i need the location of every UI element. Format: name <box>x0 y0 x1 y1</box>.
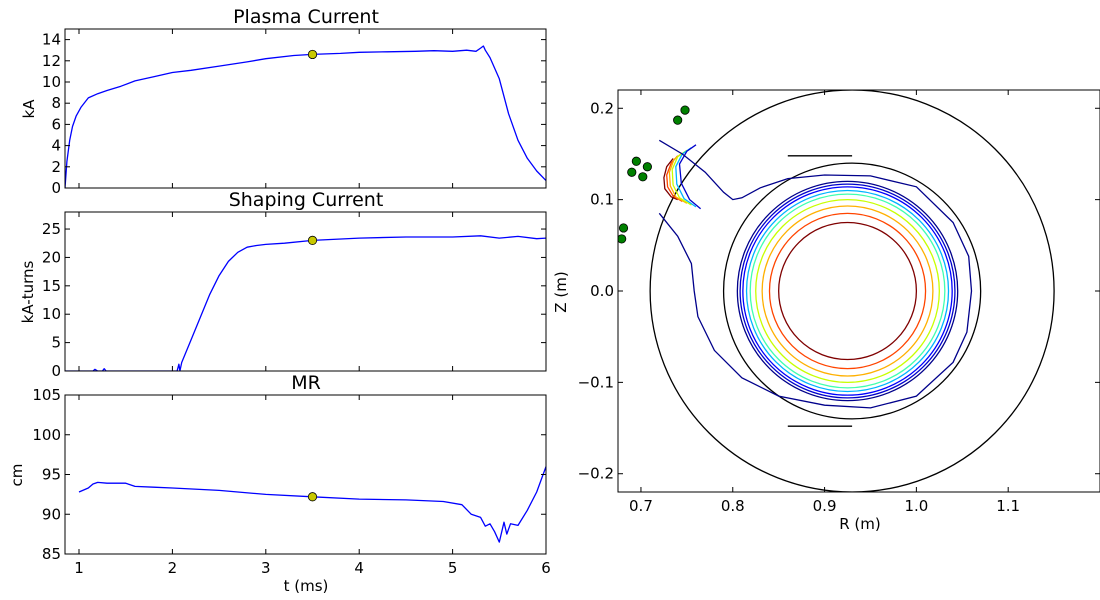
y-tick-label: 90 <box>42 505 61 523</box>
series-line <box>65 45 546 188</box>
flux-surface <box>761 205 934 377</box>
x-tick-label: 1.1 <box>996 497 1020 515</box>
mr-title: MR <box>291 372 321 394</box>
y-tick-label: 0.0 <box>590 282 614 300</box>
y-tick-label: 8 <box>51 94 61 112</box>
series-line <box>78 466 546 543</box>
x-tick-label: 0.8 <box>721 497 745 515</box>
flux-contour <box>663 158 678 201</box>
equilibrium-plot: R (m) Z (m) 0.7 0.8 0.9 1.0 1.1 −0.2 −0.1 0.0 0.… <box>552 89 1100 533</box>
y-tick-label: 25 <box>42 220 61 238</box>
axes-frame <box>64 28 547 189</box>
y-tick-label: 10 <box>42 305 61 323</box>
y-tick-label: 10 <box>42 73 61 91</box>
time-marker <box>307 235 318 245</box>
y-tick-label: 15 <box>42 277 61 295</box>
x-tick-label: 0.9 <box>813 497 837 515</box>
vessel-boundary <box>722 162 982 420</box>
plot-area <box>65 235 546 371</box>
x-tick-label: 1 <box>74 559 84 577</box>
flux-surface <box>749 193 946 389</box>
axes-frame <box>64 394 547 555</box>
mr-ylabel: cm <box>8 464 26 487</box>
flux-surface <box>742 186 953 396</box>
flux-contour <box>675 147 697 208</box>
flux-surface <box>755 198 940 384</box>
shaping-current-ylabel: kA-turns <box>19 260 37 323</box>
flux-contour <box>678 144 702 210</box>
y-tick-label: 0 <box>51 179 61 197</box>
coil-point <box>618 223 629 233</box>
flux-surface <box>739 183 956 399</box>
x-tick-label: 6 <box>541 559 551 577</box>
y-tick-label: −0.1 <box>578 373 614 391</box>
shaping-current-plot: Shaping Current kA-turns 0 5 10 15 20 25 <box>19 189 547 380</box>
y-tick-label: 6 <box>51 115 61 133</box>
plasma-current-plot: Plasma Current kA 0 2 4 6 8 10 12 14 <box>20 6 547 197</box>
flux-contour <box>671 149 692 206</box>
plasma-current-ylabel: kA <box>20 99 38 119</box>
y-tick-label: 0.1 <box>590 191 614 209</box>
y-tick-label: 85 <box>42 545 61 563</box>
time-marker <box>307 49 318 60</box>
flux-surface <box>745 189 950 393</box>
flux-surface <box>736 180 959 402</box>
flux-surface <box>768 212 927 370</box>
plot-area <box>65 45 546 188</box>
y-tick-label: 0.2 <box>590 99 614 117</box>
y-tick-label: −0.2 <box>578 465 614 483</box>
series-line <box>65 235 546 371</box>
x-tick-label: 1.0 <box>904 497 928 515</box>
y-tick-label: 14 <box>42 31 61 49</box>
coil-point <box>680 105 690 115</box>
coil-point <box>642 162 652 172</box>
x-tick-label: 4 <box>354 559 364 577</box>
y-tick-label: 12 <box>42 52 61 70</box>
coil-point <box>618 234 627 244</box>
coil-point <box>631 156 641 166</box>
coil-point <box>627 167 637 177</box>
y-tick-label: 0 <box>51 362 61 380</box>
time-marker <box>307 492 318 502</box>
mr-plot: MR cm t (ms) 1 2 3 4 5 6 85 90 95 100 105 <box>8 372 551 595</box>
coil-point <box>673 115 683 125</box>
x-tick-label: 2 <box>168 559 178 577</box>
mr-xlabel: t (ms) <box>284 577 329 595</box>
equilibrium-xlabel: R (m) <box>839 515 881 533</box>
y-tick-label: 105 <box>32 386 61 404</box>
y-tick-label: 4 <box>51 137 61 155</box>
y-tick-label: 2 <box>51 158 61 176</box>
separatrix <box>658 139 973 409</box>
plot-area <box>618 90 1055 492</box>
flux-contour <box>668 152 688 204</box>
plasma-current-title: Plasma Current <box>233 6 379 28</box>
x-tick-label: 5 <box>448 559 458 577</box>
y-tick-label: 20 <box>42 248 61 266</box>
flux-contour <box>666 155 683 203</box>
shaping-current-title: Shaping Current <box>229 189 384 211</box>
axes-frame <box>64 211 547 372</box>
vessel-boundary <box>649 90 1055 492</box>
y-tick-label: 5 <box>51 334 61 352</box>
equilibrium-ylabel: Z (m) <box>552 271 570 312</box>
plot-area <box>78 466 546 543</box>
axes-frame <box>617 89 1100 493</box>
y-tick-label: 95 <box>42 466 61 484</box>
flux-surface <box>778 221 918 361</box>
x-tick-label: 3 <box>261 559 271 577</box>
coil-point <box>638 172 648 182</box>
y-tick-label: 100 <box>32 426 61 444</box>
x-tick-label: 0.7 <box>629 497 653 515</box>
